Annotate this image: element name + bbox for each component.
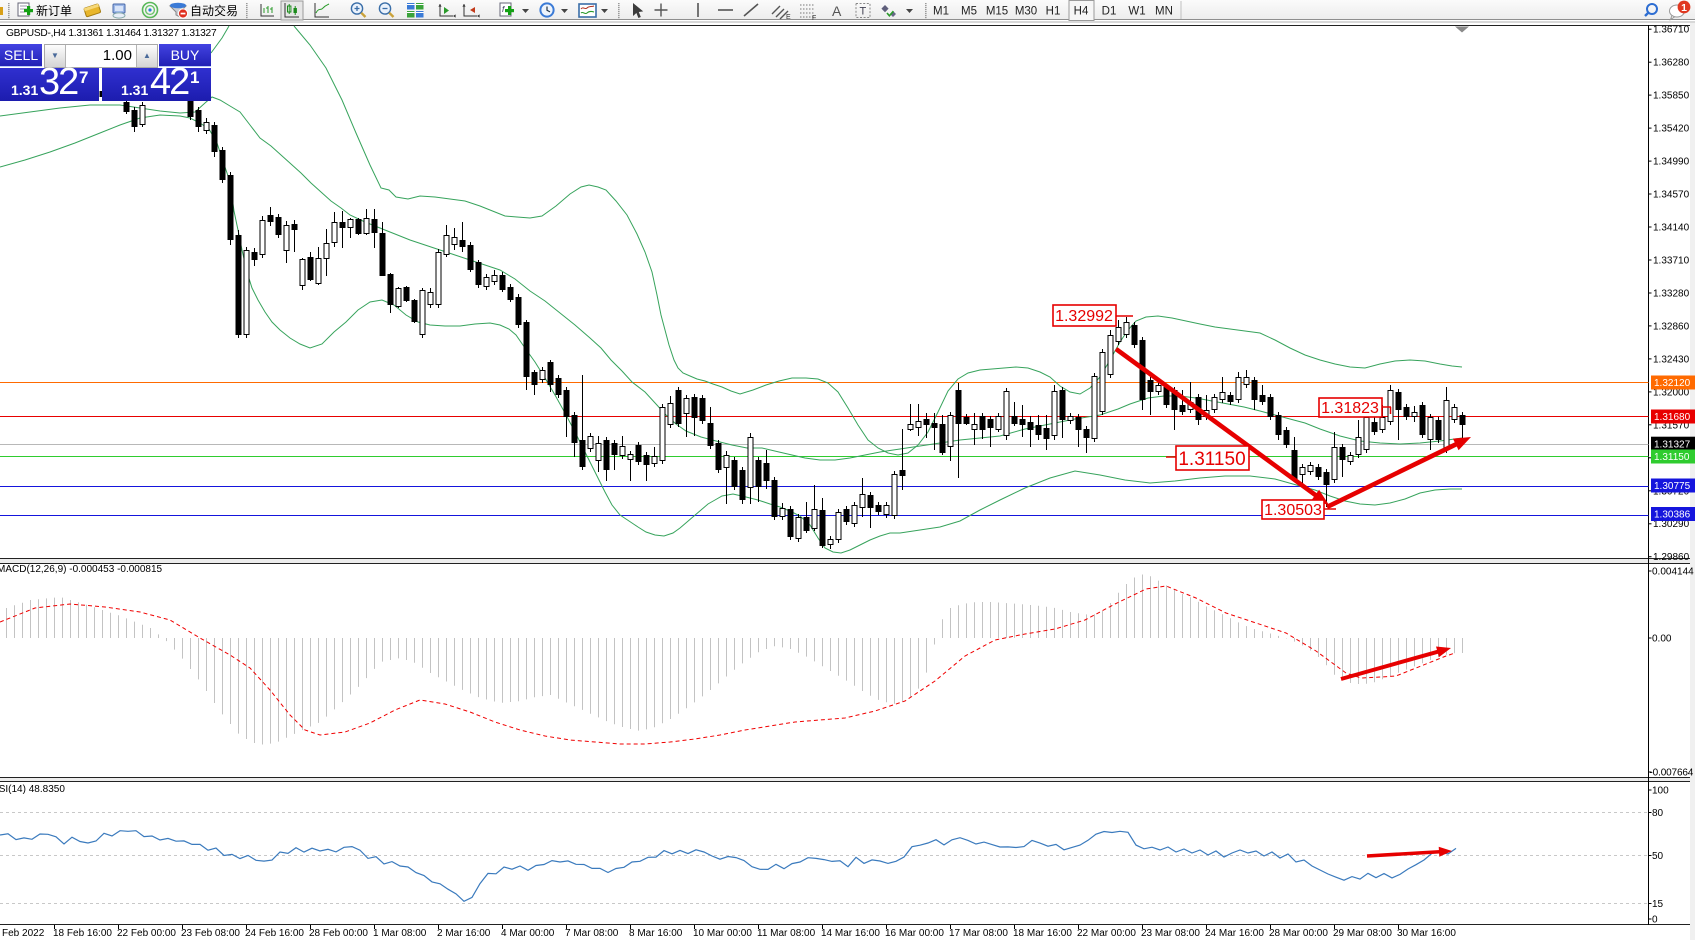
svg-text:23 Feb 08:00: 23 Feb 08:00: [181, 928, 240, 939]
svg-text:MN: MN: [1155, 6, 1173, 18]
svg-text:10 Mar 00:00: 10 Mar 00:00: [693, 928, 752, 939]
svg-text:1.31823: 1.31823: [1321, 400, 1379, 417]
svg-text:MACD(12,26,9) -0.000453 -0.000: MACD(12,26,9) -0.000453 -0.000815: [0, 564, 163, 575]
svg-text:1.31680: 1.31680: [1654, 412, 1691, 423]
svg-text:22 Mar 00:00: 22 Mar 00:00: [1077, 928, 1136, 939]
svg-text:M1: M1: [933, 6, 949, 18]
svg-text:GBPUSD-,H4 1.31361 1.31464 1.: GBPUSD-,H4 1.31361 1.31464 1.31327 1.313…: [6, 28, 217, 39]
svg-text:1.32992: 1.32992: [1055, 308, 1113, 325]
svg-text:T: T: [860, 6, 867, 18]
svg-text:1.31327: 1.31327: [1654, 439, 1691, 450]
svg-text:1.34570: 1.34570: [1653, 190, 1690, 201]
svg-text:0.00: 0.00: [1652, 634, 1672, 645]
svg-text:4 Mar 00:00: 4 Mar 00:00: [501, 928, 555, 939]
svg-text:28 Mar 00:00: 28 Mar 00:00: [1269, 928, 1328, 939]
svg-text:50: 50: [1652, 851, 1664, 862]
svg-text:17 Mar 08:00: 17 Mar 08:00: [949, 928, 1008, 939]
svg-text:7 Mar 08:00: 7 Mar 08:00: [565, 928, 619, 939]
svg-text:M30: M30: [1015, 6, 1037, 18]
svg-text:M15: M15: [986, 6, 1008, 18]
svg-text:1.35850: 1.35850: [1653, 91, 1690, 102]
svg-text:-0.007664: -0.007664: [1650, 768, 1694, 779]
svg-text:W1: W1: [1128, 6, 1145, 18]
svg-text:F: F: [812, 15, 816, 22]
svg-text:f: f: [502, 5, 505, 14]
svg-text:29 Mar 08:00: 29 Mar 08:00: [1333, 928, 1392, 939]
svg-text:18 Mar 16:00: 18 Mar 16:00: [1013, 928, 1072, 939]
svg-text:1 Mar 08:00: 1 Mar 08:00: [373, 928, 427, 939]
svg-text:24 Mar 16:00: 24 Mar 16:00: [1205, 928, 1264, 939]
svg-text:0: 0: [1652, 915, 1658, 926]
svg-text:1.35420: 1.35420: [1653, 124, 1690, 135]
svg-text:1.31150: 1.31150: [1178, 449, 1245, 470]
svg-text:24 Feb 16:00: 24 Feb 16:00: [245, 928, 304, 939]
svg-text:1.32120: 1.32120: [1654, 378, 1691, 389]
svg-text:18 Feb 16:00: 18 Feb 16:00: [53, 928, 112, 939]
svg-text:1.36710: 1.36710: [1653, 25, 1690, 36]
svg-text:1.36280: 1.36280: [1653, 58, 1690, 69]
svg-text:1.34990: 1.34990: [1653, 157, 1690, 168]
svg-text:H1: H1: [1046, 6, 1061, 18]
svg-text:1.30290: 1.30290: [1653, 519, 1690, 530]
svg-text:22 Feb 00:00: 22 Feb 00:00: [117, 928, 176, 939]
svg-text:1.31150: 1.31150: [1654, 452, 1690, 463]
svg-text:28 Feb 00:00: 28 Feb 00:00: [309, 928, 368, 939]
svg-text:E: E: [786, 14, 791, 21]
svg-text:M5: M5: [961, 6, 977, 18]
svg-text:15: 15: [1652, 899, 1664, 910]
svg-text:1.31570: 1.31570: [1653, 420, 1690, 431]
svg-text:1.33280: 1.33280: [1653, 289, 1690, 300]
svg-text:23 Mar 08:00: 23 Mar 08:00: [1141, 928, 1200, 939]
svg-text:1: 1: [1681, 2, 1687, 14]
svg-text:1.32000: 1.32000: [1653, 387, 1690, 398]
svg-text:0.004144: 0.004144: [1652, 567, 1694, 578]
svg-text:H4: H4: [1074, 6, 1089, 18]
svg-text:1.34140: 1.34140: [1653, 223, 1690, 234]
svg-text:1.30386: 1.30386: [1654, 510, 1691, 521]
svg-text:30 Mar 16:00: 30 Mar 16:00: [1397, 928, 1456, 939]
svg-text:1.32860: 1.32860: [1653, 321, 1690, 332]
svg-text:Feb 2022: Feb 2022: [2, 928, 45, 939]
svg-text:2 Mar 16:00: 2 Mar 16:00: [437, 928, 491, 939]
svg-text:RSI(14) 48.8350: RSI(14) 48.8350: [0, 784, 65, 795]
svg-text:11 Mar 08:00: 11 Mar 08:00: [757, 928, 816, 939]
svg-text:A: A: [832, 3, 842, 19]
svg-text:自动交易: 自动交易: [190, 3, 238, 18]
svg-text:1.30775: 1.30775: [1654, 481, 1691, 492]
svg-text:1.29860: 1.29860: [1653, 552, 1690, 563]
svg-text:D1: D1: [1102, 6, 1117, 18]
svg-text:8 Mar 16:00: 8 Mar 16:00: [629, 928, 683, 939]
svg-text:80: 80: [1652, 808, 1664, 819]
svg-text:1.33710: 1.33710: [1653, 256, 1690, 267]
svg-text:1.32430: 1.32430: [1653, 354, 1690, 365]
svg-text:100: 100: [1652, 786, 1669, 797]
svg-text:16 Mar 00:00: 16 Mar 00:00: [885, 928, 944, 939]
svg-text:新订单: 新订单: [36, 3, 72, 18]
svg-text:14 Mar 16:00: 14 Mar 16:00: [821, 928, 880, 939]
svg-text:1.30503: 1.30503: [1264, 502, 1322, 519]
